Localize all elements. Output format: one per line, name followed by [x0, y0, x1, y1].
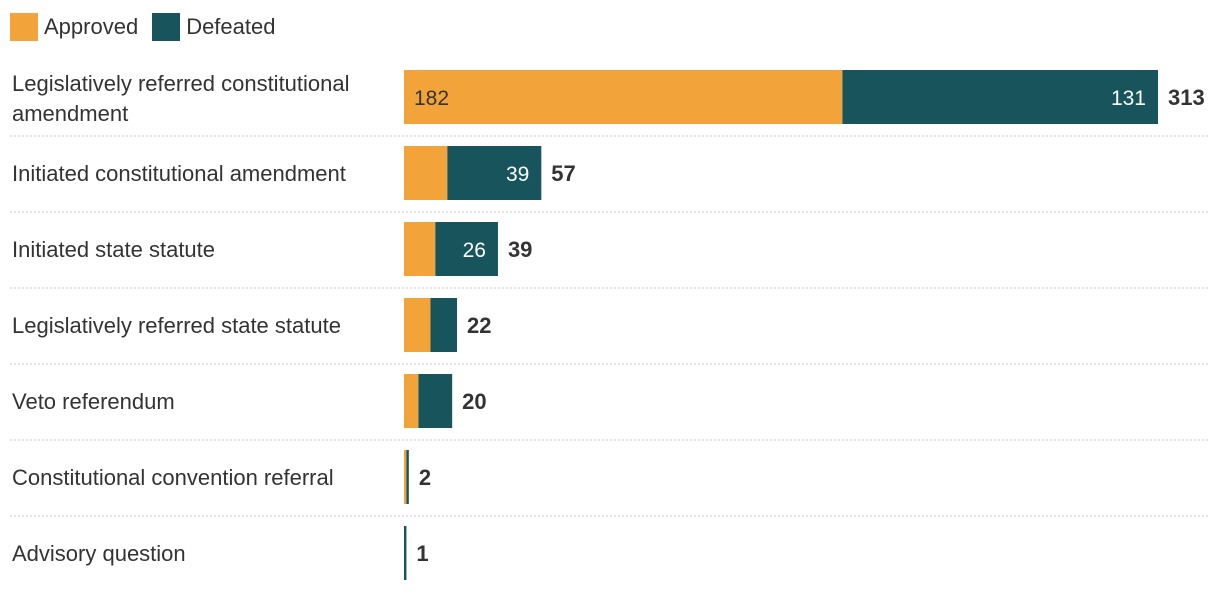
category-label: Advisory question — [12, 541, 186, 566]
legend-swatch-defeated — [152, 13, 181, 41]
category-label: amendment — [12, 101, 128, 126]
total-label: 22 — [467, 313, 491, 338]
data-label-defeated: 39 — [506, 163, 529, 186]
category-label: Constitutional convention referral — [12, 465, 334, 490]
bar-approved — [404, 298, 431, 352]
data-label-defeated: 26 — [463, 239, 486, 262]
bar-defeated — [430, 298, 457, 352]
bar-defeated — [418, 374, 453, 428]
legend-item-defeated: Defeated — [152, 13, 275, 41]
bar-defeated — [447, 146, 542, 200]
category-label: Veto referendum — [12, 389, 175, 414]
total-label: 1 — [416, 541, 428, 566]
bar-defeated — [842, 70, 1158, 124]
category-label: Initiated state statute — [12, 237, 215, 262]
category-label: Legislatively referred state statute — [12, 313, 341, 338]
bar-defeated — [406, 450, 409, 504]
data-label-approved: 182 — [414, 87, 449, 110]
bar-approved — [404, 450, 407, 504]
category-label: Legislatively referred constitutional — [12, 71, 350, 96]
bar-approved — [404, 222, 436, 276]
legend-item-approved: Approved — [10, 13, 138, 41]
total-label: 2 — [419, 465, 431, 490]
data-label-defeated: 131 — [1111, 87, 1146, 110]
bar-approved — [404, 70, 843, 124]
legend: Approved Defeated — [10, 12, 289, 42]
bar-approved — [404, 374, 419, 428]
total-label: 313 — [1168, 85, 1205, 110]
total-label: 57 — [551, 161, 575, 186]
legend-swatch-approved — [10, 13, 38, 41]
bar-approved — [404, 146, 448, 200]
bar-defeated — [435, 222, 498, 276]
total-label: 20 — [462, 389, 486, 414]
bar-defeated — [404, 526, 407, 580]
category-label: Initiated constitutional amendment — [12, 161, 346, 186]
legend-label-approved: Approved — [44, 14, 139, 39]
total-label: 39 — [508, 237, 532, 262]
legend-label-defeated: Defeated — [186, 14, 276, 39]
